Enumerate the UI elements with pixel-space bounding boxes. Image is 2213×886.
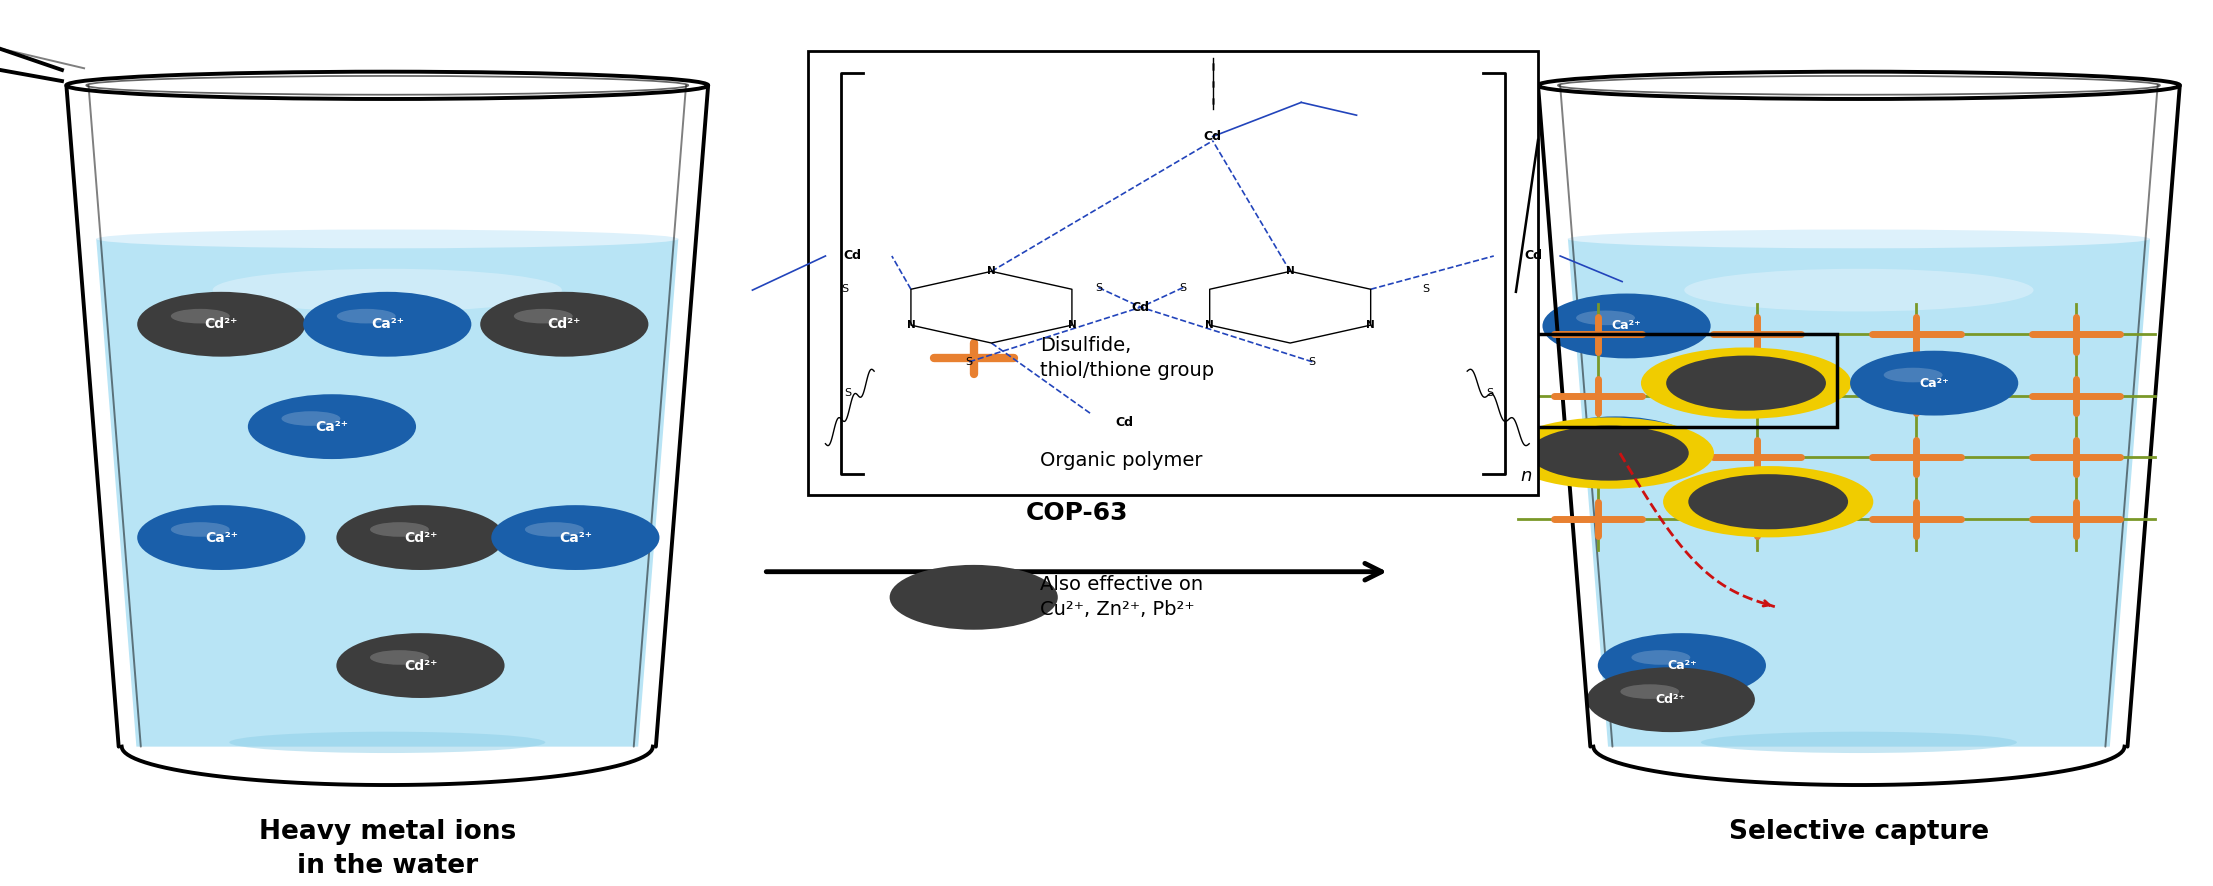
Text: Cd²⁺: Cd²⁺ [403, 658, 438, 672]
Text: Cd: Cd [1115, 416, 1133, 429]
Text: S: S [841, 284, 848, 294]
Text: Ca²⁺: Ca²⁺ [1600, 442, 1631, 455]
Text: N: N [1067, 320, 1076, 330]
Text: N: N [1206, 320, 1215, 330]
Ellipse shape [1529, 425, 1689, 481]
Ellipse shape [1620, 684, 1680, 699]
Ellipse shape [170, 522, 230, 537]
Text: S: S [1423, 284, 1430, 294]
Ellipse shape [1587, 667, 1755, 732]
Text: Organic polymer: Organic polymer [1040, 451, 1202, 470]
Ellipse shape [1631, 650, 1691, 664]
Ellipse shape [890, 565, 1058, 630]
Text: Heavy metal ions
in the water: Heavy metal ions in the water [259, 820, 516, 879]
Polygon shape [1567, 239, 2151, 747]
Ellipse shape [1666, 355, 1826, 411]
Ellipse shape [491, 505, 659, 570]
Ellipse shape [336, 633, 505, 698]
Ellipse shape [137, 505, 305, 570]
Text: S: S [843, 387, 852, 398]
Text: S: S [1485, 387, 1494, 398]
Text: N: N [1365, 320, 1374, 330]
Ellipse shape [1567, 229, 2151, 248]
Ellipse shape [1505, 417, 1713, 489]
Ellipse shape [1689, 474, 1848, 529]
Text: N: N [1286, 267, 1295, 276]
Text: N: N [987, 267, 996, 276]
Text: Ca²⁺: Ca²⁺ [372, 317, 403, 331]
Ellipse shape [281, 411, 341, 426]
Text: N: N [907, 320, 916, 330]
Ellipse shape [1684, 268, 2034, 312]
Ellipse shape [480, 291, 648, 357]
Ellipse shape [1662, 466, 1872, 538]
Text: COP-63: COP-63 [1025, 501, 1129, 525]
Text: Ca²⁺: Ca²⁺ [316, 420, 347, 433]
Text: Ca²⁺: Ca²⁺ [206, 531, 237, 545]
Ellipse shape [524, 522, 584, 537]
Text: Cd: Cd [843, 250, 861, 262]
Ellipse shape [1702, 732, 2016, 753]
Ellipse shape [1576, 311, 1635, 325]
Ellipse shape [336, 505, 505, 570]
Text: Cd: Cd [1525, 250, 1542, 262]
Ellipse shape [336, 309, 396, 323]
Text: Cd: Cd [1131, 300, 1151, 314]
Ellipse shape [1598, 633, 1766, 698]
Text: Disulfide,
thiol/thione group: Disulfide, thiol/thione group [1040, 337, 1215, 380]
Text: Cd: Cd [1204, 130, 1222, 143]
Ellipse shape [370, 522, 429, 537]
Ellipse shape [1565, 433, 1624, 448]
Ellipse shape [212, 268, 562, 312]
Ellipse shape [1531, 416, 1700, 481]
Text: S: S [1308, 357, 1317, 367]
Text: Cd²⁺: Cd²⁺ [547, 317, 582, 331]
Text: Also effective on
Cu²⁺, Zn²⁺, Pb²⁺: Also effective on Cu²⁺, Zn²⁺, Pb²⁺ [1040, 575, 1204, 619]
Ellipse shape [303, 291, 471, 357]
Ellipse shape [370, 650, 429, 664]
Ellipse shape [513, 309, 573, 323]
Ellipse shape [248, 394, 416, 459]
Ellipse shape [95, 229, 679, 248]
Text: n: n [1520, 467, 1531, 485]
Text: S: S [1095, 283, 1102, 292]
Text: S: S [1180, 283, 1186, 292]
Text: Ca²⁺: Ca²⁺ [1666, 659, 1697, 672]
Text: Cd²⁺: Cd²⁺ [403, 531, 438, 545]
Ellipse shape [1850, 351, 2018, 416]
Ellipse shape [1883, 368, 1943, 383]
Polygon shape [95, 239, 679, 747]
Ellipse shape [230, 732, 544, 753]
Bar [1518, 335, 1837, 427]
FancyBboxPatch shape [808, 51, 1538, 495]
Text: Selective capture: Selective capture [1728, 820, 1989, 845]
Text: Ca²⁺: Ca²⁺ [560, 531, 591, 545]
Ellipse shape [170, 309, 230, 323]
Text: Ca²⁺: Ca²⁺ [1611, 320, 1642, 332]
Ellipse shape [1640, 347, 1850, 419]
Ellipse shape [1542, 293, 1711, 358]
Text: Ca²⁺: Ca²⁺ [1919, 377, 1950, 390]
Ellipse shape [137, 291, 305, 357]
Text: Cd²⁺: Cd²⁺ [204, 317, 239, 331]
Text: S: S [965, 357, 974, 367]
Text: Cd²⁺: Cd²⁺ [1655, 693, 1686, 706]
